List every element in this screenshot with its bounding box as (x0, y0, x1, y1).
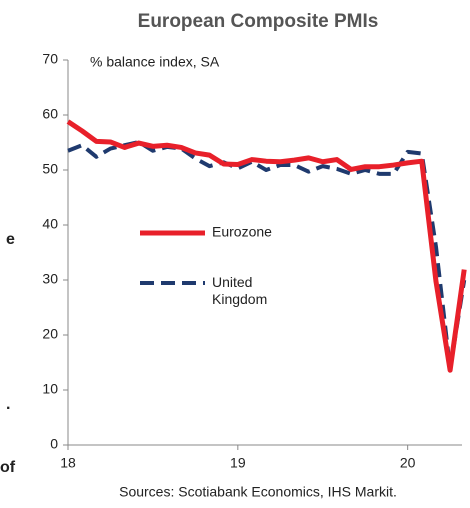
chart-title: European Composite PMIs (138, 11, 379, 32)
side-text: e (6, 231, 15, 248)
side-text: . (6, 396, 10, 413)
y-tick-label: 40 (42, 216, 58, 232)
y-tick-label: 0 (50, 436, 58, 452)
y-tick-label: 10 (42, 381, 58, 397)
series-line (66, 119, 467, 373)
chart-subtitle: % balance index, SA (90, 54, 220, 70)
legend-label: Eurozone (212, 224, 272, 240)
y-tick-label: 20 (42, 326, 58, 342)
x-tick-label: 18 (60, 455, 76, 471)
y-tick-label: 60 (42, 106, 58, 122)
x-tick-label: 20 (400, 455, 416, 471)
y-tick-label: 50 (42, 161, 58, 177)
legend-label: United Kingdom (212, 274, 267, 307)
source-note: Sources: Scotiabank Economics, IHS Marki… (119, 484, 397, 500)
side-text: of (0, 459, 16, 476)
y-tick-label: 30 (42, 271, 58, 287)
y-tick-label: 70 (42, 51, 58, 67)
x-tick-label: 19 (230, 455, 246, 471)
series-line (67, 139, 467, 372)
